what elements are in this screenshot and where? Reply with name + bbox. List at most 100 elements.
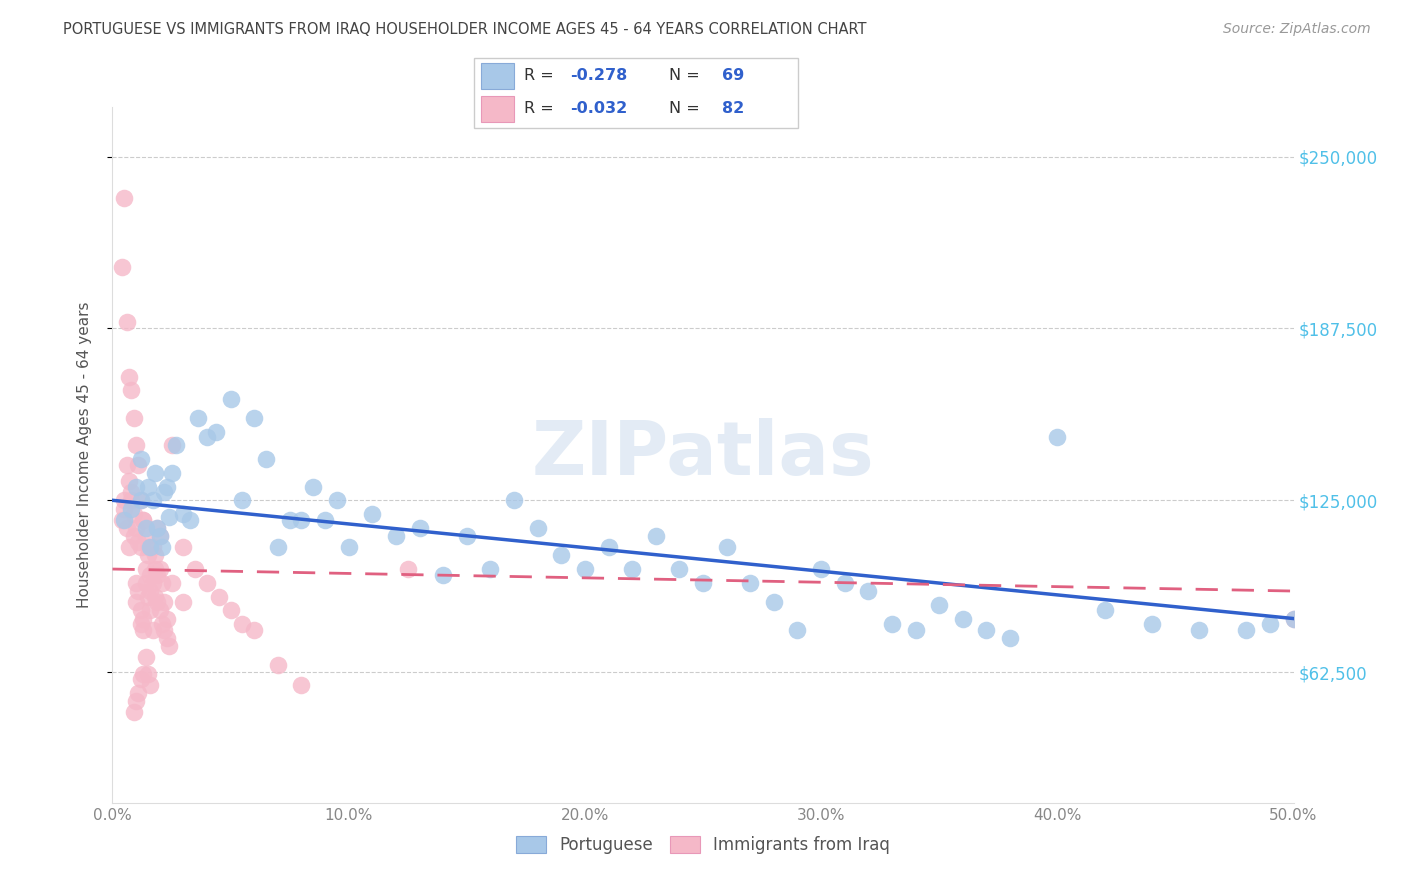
Point — [157, 639, 180, 653]
Point — [142, 540, 165, 554]
Point — [115, 521, 138, 535]
Point — [146, 595, 169, 609]
Point — [139, 584, 162, 599]
Point — [125, 438, 148, 452]
Point — [302, 479, 325, 493]
Point — [1234, 623, 1257, 637]
Point — [740, 575, 762, 590]
Point — [858, 584, 880, 599]
Point — [762, 595, 785, 609]
Point — [136, 479, 159, 493]
Point — [149, 529, 172, 543]
FancyBboxPatch shape — [481, 95, 515, 122]
Point — [111, 512, 134, 526]
Point — [195, 430, 218, 444]
Point — [1140, 617, 1163, 632]
Point — [810, 562, 832, 576]
Point — [1282, 611, 1305, 625]
Point — [139, 567, 162, 582]
Point — [135, 575, 157, 590]
Point — [150, 575, 173, 590]
Point — [115, 314, 138, 328]
Point — [1258, 617, 1281, 632]
Point — [122, 705, 145, 719]
Point — [129, 672, 152, 686]
Point — [143, 466, 166, 480]
Point — [385, 529, 408, 543]
Point — [125, 694, 148, 708]
Point — [146, 521, 169, 535]
Point — [254, 452, 277, 467]
Point — [179, 512, 201, 526]
Point — [115, 458, 138, 472]
Point — [143, 549, 166, 563]
Point — [132, 666, 155, 681]
Point — [834, 575, 856, 590]
Point — [135, 650, 157, 665]
Point — [326, 493, 349, 508]
Point — [156, 631, 179, 645]
Point — [456, 529, 478, 543]
Text: -0.278: -0.278 — [571, 69, 627, 84]
Point — [219, 603, 242, 617]
Point — [122, 529, 145, 543]
Point — [129, 452, 152, 467]
Point — [904, 623, 927, 637]
Text: -0.032: -0.032 — [571, 102, 627, 116]
Point — [118, 474, 141, 488]
Point — [160, 466, 183, 480]
Point — [208, 590, 231, 604]
Point — [127, 584, 149, 599]
Point — [132, 512, 155, 526]
Point — [129, 603, 152, 617]
Point — [150, 617, 173, 632]
Point — [172, 595, 194, 609]
Point — [503, 493, 526, 508]
Point — [157, 509, 180, 524]
Point — [127, 534, 149, 549]
Text: R =: R = — [524, 69, 558, 84]
Point — [125, 521, 148, 535]
Point — [149, 529, 172, 543]
Point — [135, 529, 157, 543]
Legend: Portuguese, Immigrants from Iraq: Portuguese, Immigrants from Iraq — [509, 829, 897, 861]
Point — [112, 191, 135, 205]
Point — [692, 575, 714, 590]
Text: Source: ZipAtlas.com: Source: ZipAtlas.com — [1223, 22, 1371, 37]
Point — [136, 549, 159, 563]
Point — [139, 603, 162, 617]
Point — [136, 540, 159, 554]
Point — [153, 623, 176, 637]
Point — [143, 590, 166, 604]
Point — [135, 521, 157, 535]
Point — [172, 507, 194, 521]
Point — [127, 686, 149, 700]
Point — [337, 540, 360, 554]
Point — [156, 479, 179, 493]
Point — [139, 677, 162, 691]
Point — [146, 567, 169, 582]
Point — [149, 562, 172, 576]
Point — [122, 507, 145, 521]
Point — [118, 369, 141, 384]
Point — [139, 540, 162, 554]
Point — [120, 485, 142, 500]
Point — [186, 410, 208, 425]
Point — [1188, 623, 1211, 637]
Point — [142, 623, 165, 637]
Point — [976, 623, 998, 637]
Text: R =: R = — [524, 102, 558, 116]
Point — [172, 540, 194, 554]
Point — [231, 617, 253, 632]
Point — [142, 575, 165, 590]
Point — [1094, 603, 1116, 617]
Text: 82: 82 — [723, 102, 744, 116]
Point — [1046, 430, 1069, 444]
Point — [132, 512, 155, 526]
Point — [668, 562, 690, 576]
Point — [135, 562, 157, 576]
Point — [165, 438, 187, 452]
Point — [129, 540, 152, 554]
Point — [120, 501, 142, 516]
Point — [716, 540, 738, 554]
